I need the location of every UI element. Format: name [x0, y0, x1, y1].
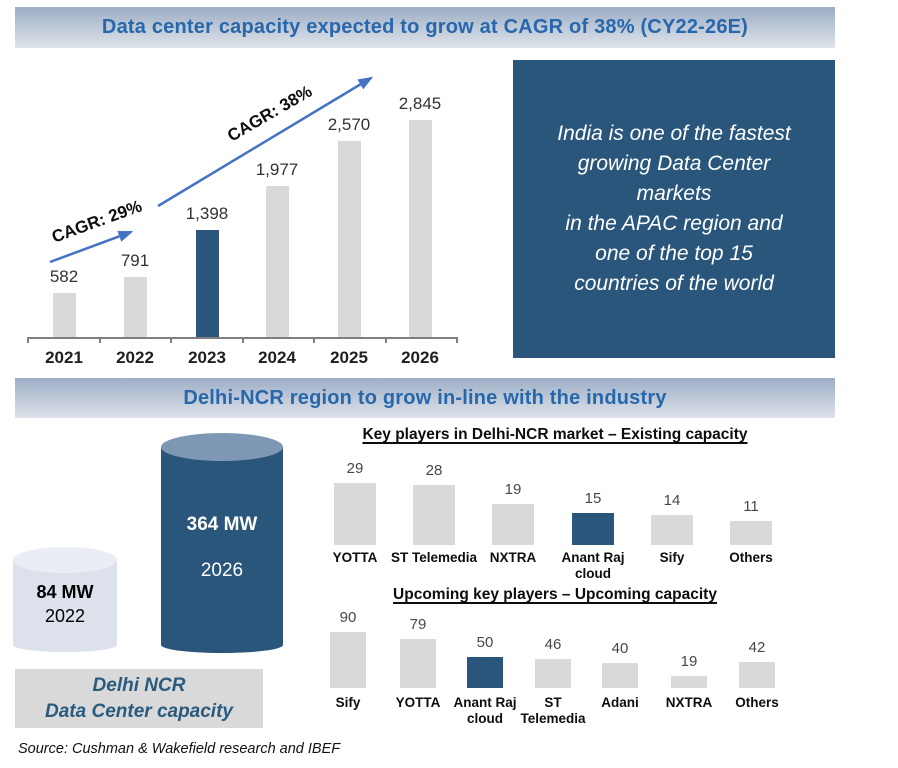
- delhi-capacity-cylinders: [13, 433, 283, 653]
- bar-2025: [337, 141, 361, 337]
- bar-adani: [602, 663, 638, 688]
- bar-anant-raj-cloud: [572, 513, 614, 545]
- bar-category-label: 2025: [330, 348, 368, 367]
- bar-category-label: 2022: [116, 348, 154, 367]
- bar-others: [730, 521, 772, 545]
- bar-category-label: 2021: [45, 348, 83, 367]
- bar-category-label: Adani: [601, 695, 639, 710]
- upcoming-capacity-title: Upcoming key players – Upcoming capacity: [393, 586, 717, 603]
- cagr-29-label: CAGR: 29%: [49, 196, 145, 247]
- bar-category-label: 2024: [258, 348, 296, 367]
- bar-category-label: YOTTA: [332, 550, 378, 565]
- bar-others: [739, 662, 775, 688]
- section-banner-capacity-title: Data center capacity expected to grow at…: [101, 16, 749, 38]
- x-axis-tick: [384, 337, 387, 343]
- bar-sify: [330, 632, 366, 688]
- bar-value-label: 14: [663, 492, 681, 509]
- source-note: Source: Cushman & Wakefield research and…: [18, 741, 341, 757]
- existing-capacity-title: Key players in Delhi-NCR market – Existi…: [362, 426, 748, 443]
- bar-value-label: 1,977: [255, 160, 299, 179]
- bar-category-label: YOTTA: [395, 695, 441, 710]
- india-highlight-box: India is one of the fastest growing Data…: [513, 60, 835, 358]
- bar-category-label: Sify: [659, 550, 685, 565]
- x-axis-tick: [241, 337, 244, 343]
- bar-value-label: 19: [680, 653, 698, 670]
- bar-value-label: 2,570: [327, 115, 371, 134]
- bar-category-label: 2026: [401, 348, 439, 367]
- bar-category-label: ST Telemedia: [390, 550, 478, 565]
- bar-category-label: Anant Raj cloud: [453, 695, 517, 727]
- bar-value-label: 79: [409, 616, 427, 633]
- bar-2026: [408, 120, 432, 337]
- bar-yotta: [334, 483, 376, 545]
- bar-nxtra: [492, 504, 534, 545]
- bar-sify: [651, 515, 693, 545]
- cylinder-2022: [13, 547, 117, 652]
- bar-category-label: 2023: [188, 348, 226, 367]
- section-banner-delhi: Delhi-NCR region to grow in-line with th…: [15, 378, 835, 418]
- upcoming-capacity-chart: Upcoming key players – Upcoming capacity…: [310, 580, 800, 752]
- bar-value-label: 29: [346, 460, 364, 477]
- bar-value-label: 15: [584, 490, 602, 507]
- bar-value-label: 19: [504, 481, 522, 498]
- bar-st-telemedia: [535, 659, 571, 688]
- x-axis-tick: [170, 337, 172, 343]
- delhi-capacity-caption-text: Delhi NCR Data Center capacity: [45, 674, 233, 722]
- bar-value-label: 582: [49, 267, 79, 286]
- india-highlight-text: India is one of the fastest growing Data…: [557, 121, 791, 296]
- cylinder-2022-year: 2022: [44, 606, 86, 626]
- bar-nxtra: [671, 676, 707, 688]
- x-axis-tick: [98, 337, 101, 343]
- x-axis-tick: [456, 337, 458, 343]
- bar-category-label: NXTRA: [489, 550, 537, 565]
- bar-category-label: Anant Raj cloud: [561, 550, 625, 582]
- delhi-capacity-caption-box: Delhi NCR Data Center capacity: [15, 669, 263, 728]
- cagr-38-label: CAGR: 38%: [224, 81, 316, 146]
- cylinder-2026-value: 364 MW: [186, 514, 258, 535]
- bar-st-telemedia: [413, 485, 455, 545]
- bar-category-label: NXTRA: [665, 695, 713, 710]
- section-banner-delhi-title: Delhi-NCR region to grow in-line with th…: [183, 386, 667, 409]
- cylinder-2026-year: 2026: [200, 560, 244, 581]
- cylinder-2022-value: 84 MW: [36, 582, 94, 602]
- section-banner-capacity: Data center capacity expected to grow at…: [15, 7, 835, 48]
- bar-value-label: 11: [743, 498, 759, 515]
- india-capacity-bar-chart: CAGR: 29% CAGR: 38% 582 2021 791 2022 1,398 2…: [0, 60, 512, 390]
- bar-value-label: 90: [339, 609, 357, 626]
- bar-value-label: 46: [544, 636, 562, 653]
- bar-anant-raj-cloud: [467, 657, 503, 688]
- bar-category-label: Sify: [335, 695, 361, 710]
- bar-category-label: ST Telemedia: [520, 695, 586, 727]
- x-axis-tick: [313, 337, 315, 343]
- existing-capacity-chart: Key players in Delhi-NCR market – Existi…: [310, 420, 800, 582]
- bar-category-label: Others: [735, 695, 779, 710]
- bar-value-label: 1,398: [185, 204, 229, 223]
- bar-2023: [195, 230, 219, 337]
- x-axis-tick: [27, 337, 29, 343]
- bar-value-label: 2,845: [398, 94, 442, 113]
- bar-yotta: [400, 639, 436, 688]
- bar-category-label: Others: [729, 550, 773, 565]
- bar-value-label: 40: [611, 640, 629, 657]
- bar-value-label: 42: [748, 639, 766, 656]
- bar-2024: [265, 186, 289, 337]
- bar-2022: [123, 277, 147, 337]
- cylinder-2026: [161, 433, 283, 653]
- bar-value-label: 791: [120, 251, 150, 270]
- bar-2021: [52, 293, 76, 337]
- bar-value-label: 50: [476, 634, 494, 651]
- bar-value-label: 28: [425, 462, 443, 479]
